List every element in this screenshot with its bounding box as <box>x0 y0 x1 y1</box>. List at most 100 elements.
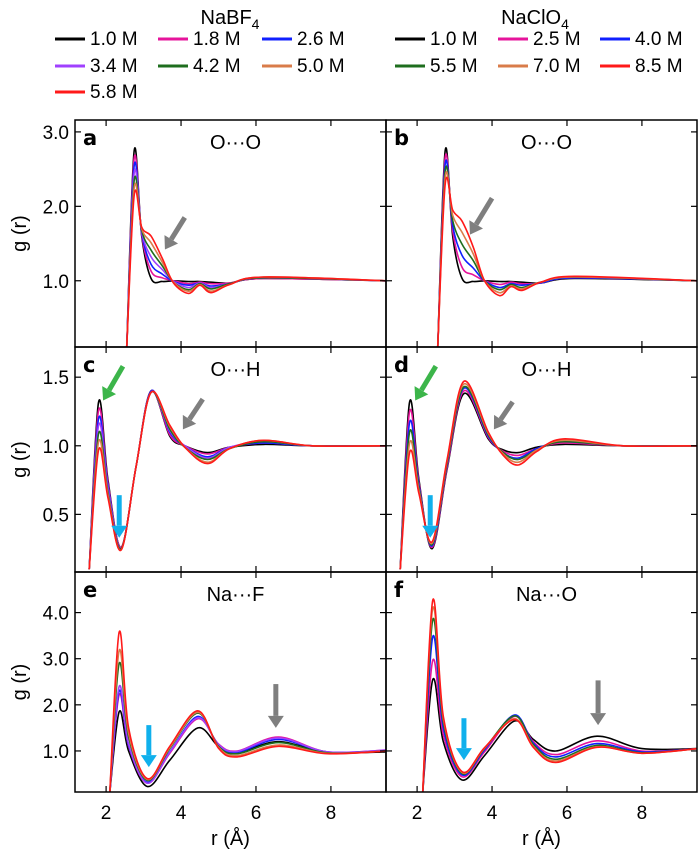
series-line-5.8m <box>125 189 386 347</box>
legend-item: 3.4 M <box>55 56 138 77</box>
y-tick-label: 1.0 <box>43 742 69 763</box>
gray-arrow-icon <box>590 680 607 726</box>
series-line-8.5m <box>399 380 697 570</box>
series-line-5.8m <box>109 630 386 792</box>
legend-title: NaBF4 <box>201 7 260 32</box>
panel-title: O···H <box>211 359 261 381</box>
arrow-head <box>469 220 483 235</box>
legend-label: 1.0 M <box>90 29 138 50</box>
legend-item: 8.5 M <box>600 56 683 77</box>
y-tick-label: 3.0 <box>43 123 69 144</box>
series-line-1.0m <box>421 678 697 792</box>
series-line-1.0m <box>109 710 386 792</box>
legend-item: 5.8 M <box>55 82 138 103</box>
panel-title: O···H <box>522 359 572 381</box>
legend-label: 1.8 M <box>193 29 241 50</box>
series-lines <box>436 147 697 347</box>
x-tick-label: 6 <box>562 803 573 824</box>
arrow-shaft <box>187 397 205 421</box>
legend-title-subscript: 4 <box>252 16 260 32</box>
panel-letter: f <box>394 578 404 602</box>
arrow-head <box>590 713 607 726</box>
series-line-5.8m <box>88 390 386 570</box>
series-lines <box>88 389 386 570</box>
arrow-head <box>111 525 128 538</box>
legend-item: 4.0 M <box>600 29 683 50</box>
panel-letter: a <box>83 126 97 150</box>
legend-item: 5.0 M <box>262 56 345 77</box>
arrow-head <box>493 414 508 430</box>
panel-c: 0.5 1.0 1.5 c O···H g (r) <box>9 346 387 573</box>
legend-title-main: NaBF <box>201 7 252 29</box>
legend-label: 5.0 M <box>297 56 345 77</box>
x-tick-label: 4 <box>487 803 498 824</box>
cyan-arrow-icon <box>422 495 439 538</box>
arrow-head <box>102 386 117 401</box>
legend-label: 2.6 M <box>297 29 345 50</box>
legend-title: NaClO4 <box>501 7 569 32</box>
series-line-8.5m <box>421 598 697 792</box>
y-axis-label: g (r) <box>9 441 31 478</box>
arrow-shaft <box>169 216 187 241</box>
legend-item: 2.5 M <box>498 29 581 50</box>
y-tick-label: 4.0 <box>43 604 69 625</box>
gray-arrow-icon <box>469 196 495 235</box>
gray-arrow-icon <box>164 216 187 250</box>
series-lines <box>125 147 386 347</box>
y-axis-label: g (r) <box>9 215 31 252</box>
panel-title: Na···O <box>516 584 577 606</box>
legend-item: 1.8 M <box>158 29 241 50</box>
y-tick-label: 3.0 <box>43 650 69 671</box>
panel-title: O···O <box>521 132 572 154</box>
legend-item: 5.5 M <box>395 56 478 77</box>
arrow-shaft <box>474 196 495 226</box>
y-tick-label: 2.0 <box>43 197 69 218</box>
cyan-arrow-icon <box>455 718 472 761</box>
series-lines <box>421 598 697 792</box>
panel-letter: b <box>394 126 409 150</box>
x-axis-label: r (Å) <box>211 827 250 850</box>
legend-label: 3.4 M <box>90 56 138 77</box>
y-tick-label: 1.0 <box>43 272 69 293</box>
panel-e: 2 4 6 8 1.0 2.0 3.0 4.0 e Na···F g (r) r (Å) <box>9 571 387 850</box>
legend-item: 1.0 M <box>395 29 478 50</box>
series-line-2.6m <box>125 161 386 347</box>
arrow-head <box>422 525 439 538</box>
series-line-5.5m <box>421 617 697 792</box>
arrow-shaft <box>419 364 438 392</box>
arrow-shaft <box>498 400 515 421</box>
y-axis-label: g (r) <box>9 664 31 701</box>
legend-label: 7.0 M <box>533 56 581 77</box>
legend-item: 4.2 M <box>158 56 241 77</box>
panel-frame <box>385 571 698 793</box>
series-line-7.0m <box>421 606 697 792</box>
panel-a: 1.0 2.0 3.0 a O···O g (r) <box>9 119 387 348</box>
x-axis-label: r (Å) <box>522 827 561 850</box>
arrow-head <box>182 414 197 430</box>
panel-d: d O···H <box>385 346 698 573</box>
legend-item: 7.0 M <box>498 56 581 77</box>
arrow-head <box>140 755 157 768</box>
legend-title-main: NaClO <box>501 7 561 29</box>
series-line-4.2m <box>109 661 386 792</box>
x-tick-label: 6 <box>251 803 262 824</box>
legend-label: 4.0 M <box>635 29 683 50</box>
series-line-3.4m <box>125 168 386 347</box>
x-tick-label: 2 <box>101 803 112 824</box>
series-lines <box>109 630 386 792</box>
panel-f: 2 4 6 8 f Na···O r (Å) <box>385 571 698 850</box>
series-line-8.5m <box>436 176 697 347</box>
panel-letter: e <box>83 578 97 602</box>
legend-label: 5.8 M <box>90 82 138 103</box>
arrow-head <box>414 386 429 401</box>
series-line-4.2m <box>125 175 386 347</box>
y-tick-label: 0.5 <box>43 505 69 526</box>
y-tick-label: 1.0 <box>43 437 69 458</box>
x-tick-label: 4 <box>176 803 187 824</box>
series-line-4.0m <box>421 634 697 792</box>
green-arrow-icon <box>414 364 438 401</box>
cyan-arrow-icon <box>111 495 128 538</box>
green-arrow-icon <box>102 364 126 401</box>
